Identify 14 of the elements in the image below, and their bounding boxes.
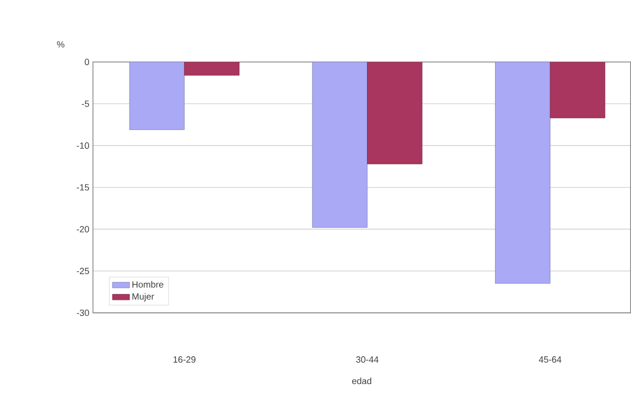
y-tick-label: -30	[76, 310, 90, 316]
y-tick-label: -20	[76, 226, 90, 233]
x-tick-label: 16-29	[174, 356, 196, 363]
legend-label: Mujer	[132, 293, 154, 302]
y-tick-label: -5	[82, 100, 90, 108]
y-tick-label: -15	[76, 184, 90, 191]
y-tick-label: -10	[76, 142, 90, 149]
legend-label: Hombre	[132, 281, 164, 288]
y-tick-label: -25	[76, 268, 90, 274]
x-tick-label: 30-44	[356, 356, 378, 363]
x-tick-label: 45-64	[538, 356, 562, 363]
x-axis-title: edad	[352, 378, 372, 384]
y-tick-label: 0	[84, 58, 90, 66]
y-axis-title: %	[57, 41, 64, 48]
